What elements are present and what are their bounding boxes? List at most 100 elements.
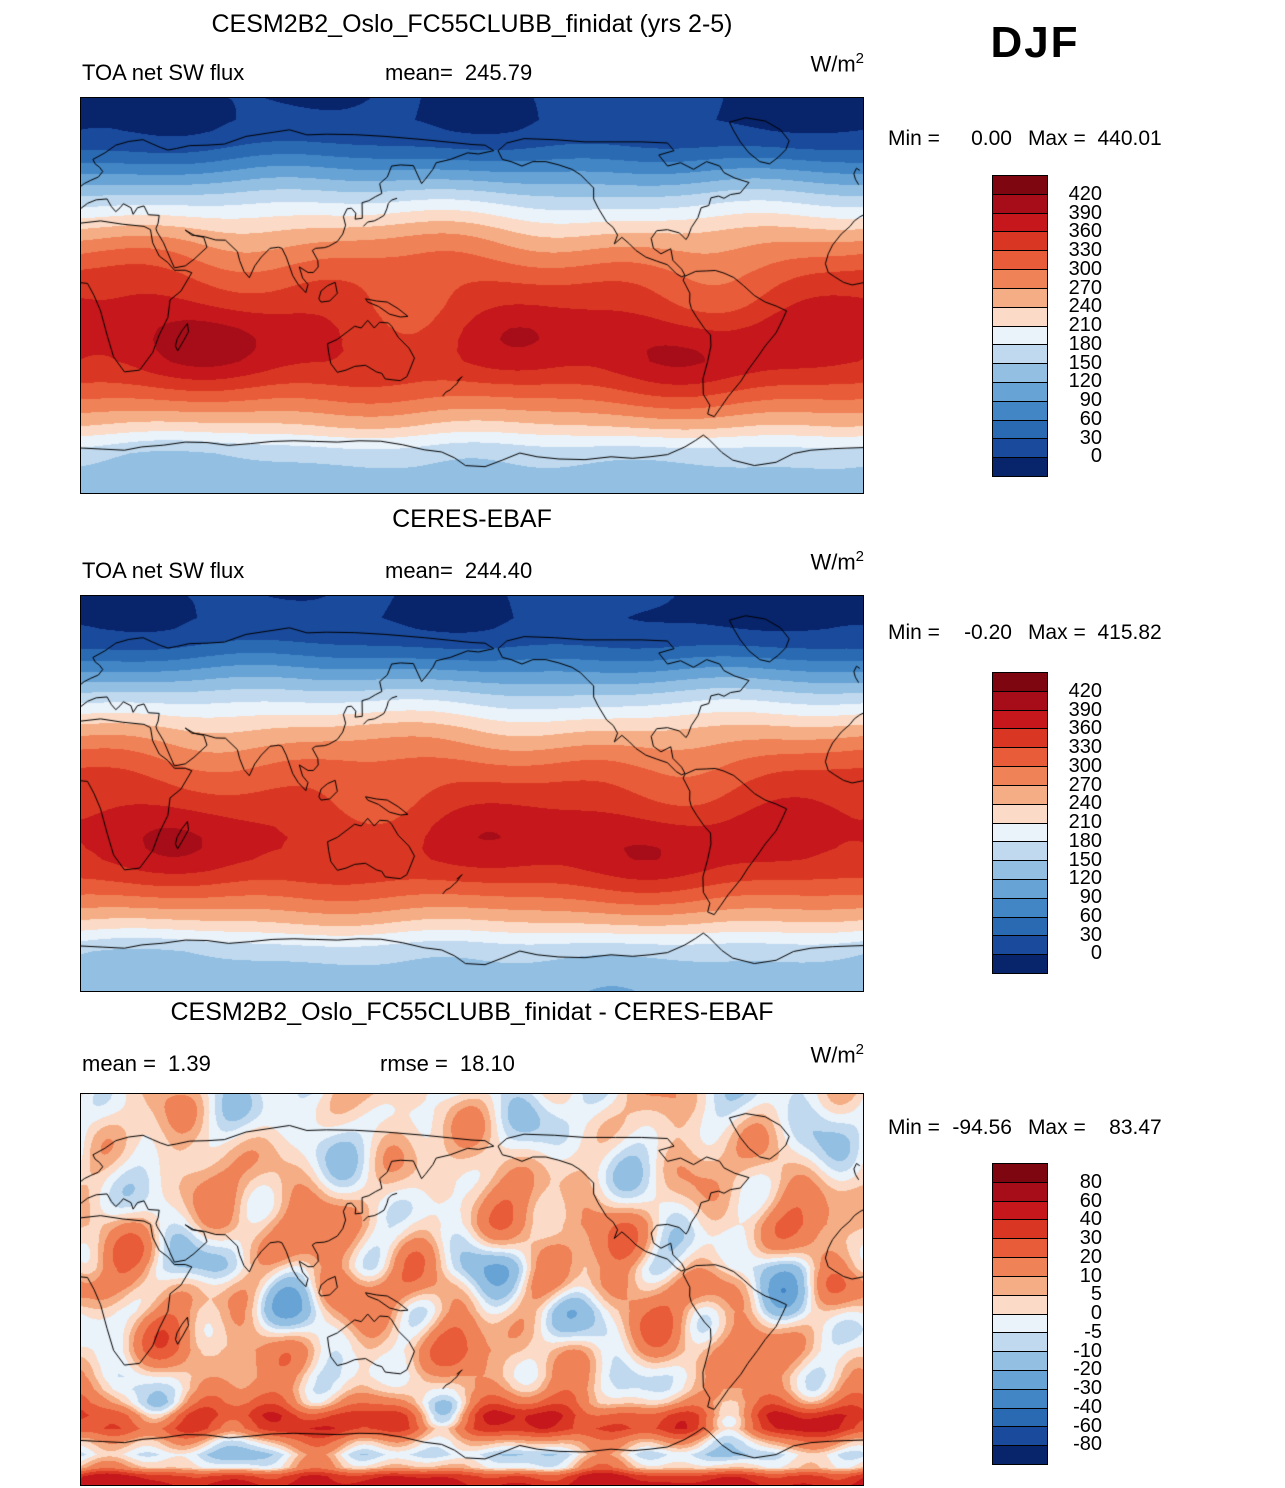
colorbar-segment	[993, 916, 1047, 936]
colorbar-tick-label: 270	[1068, 773, 1102, 796]
panel-3-rmse: rmse = 18.10	[380, 1051, 515, 1077]
colorbar-segment	[993, 176, 1047, 194]
colorbar-segment	[993, 438, 1047, 458]
colorbar-tick-label: 390	[1068, 201, 1102, 224]
colorbar-tick-label: 210	[1068, 314, 1102, 336]
season-label: DJF	[990, 18, 1080, 67]
colorbar-segment	[993, 1426, 1047, 1446]
panel-3-minmax: Min = -94.56 Max = 83.47	[888, 1116, 1208, 1140]
colorbar-tick-label: 0	[1090, 1302, 1102, 1324]
colorbar-segment	[993, 841, 1047, 861]
panel-2-min-value: -0.20	[964, 621, 1012, 644]
colorbar-segment	[993, 325, 1047, 345]
panel-3-mean-value: 1.39	[168, 1051, 211, 1076]
panel-3-rmse-value: 18.10	[459, 1051, 515, 1076]
colorbar-segment	[993, 381, 1047, 401]
panel-3-colorbar	[992, 1163, 1048, 1465]
panel-1-minmax: Min = 0.00 Max = 440.01	[888, 127, 1208, 151]
colorbar-segment	[993, 419, 1047, 439]
panel-3-rmse-label: rmse =	[380, 1051, 448, 1076]
colorbar-tick-label: -60	[1073, 1414, 1102, 1437]
colorbar-tick-label: 30	[1079, 923, 1102, 946]
colorbar-tick-label: 150	[1068, 848, 1102, 871]
colorbar-segment	[993, 1219, 1047, 1239]
colorbar-tick-label: 330	[1068, 239, 1102, 261]
colorbar-segment	[993, 1407, 1047, 1427]
colorbar-segment	[993, 1238, 1047, 1258]
panel-1-mean-label: mean=	[385, 60, 453, 85]
colorbar-segment	[993, 250, 1047, 270]
colorbar-tick-label: 240	[1068, 792, 1102, 815]
colorbar-segment	[993, 1332, 1047, 1352]
colorbar-tick-label: -30	[1073, 1377, 1102, 1399]
panel-3-map-canvas	[80, 1093, 864, 1486]
panel-1-variable-label: TOA net SW flux	[82, 60, 245, 85]
colorbar-segment	[993, 1275, 1047, 1295]
panel-2-mean: mean= 244.40	[385, 558, 532, 584]
colorbar-segment	[993, 673, 1047, 691]
colorbar-tick-label: 390	[1068, 698, 1102, 721]
colorbar-tick-label: 270	[1068, 276, 1102, 299]
colorbar-tick-label: 80	[1079, 1170, 1102, 1193]
panel-2-units-label: W/m2	[810, 548, 864, 575]
colorbar-tick-label: 180	[1068, 829, 1102, 852]
colorbar-tick-label: -80	[1073, 1433, 1102, 1456]
panel-2-max-value: 415.82	[1097, 621, 1162, 644]
panel-3-mean-label: mean =	[82, 1051, 156, 1076]
colorbar-tick-label: 150	[1068, 351, 1102, 374]
colorbar-tick-label: 30	[1079, 426, 1102, 449]
panel-1-mean-value: 245.79	[464, 60, 533, 85]
panel-1-units-label: W/m2	[810, 50, 864, 77]
colorbar-tick-label: 420	[1068, 679, 1102, 702]
colorbar-segment	[993, 860, 1047, 879]
colorbar-tick-label: 90	[1079, 886, 1102, 908]
panel-1-max-value: 440.01	[1097, 127, 1162, 150]
colorbar-tick-label: 420	[1068, 182, 1102, 205]
colorbar-segment	[993, 747, 1047, 767]
panel-3-title: CESM2B2_Oslo_FC55CLUBB_finidat - CERES-E…	[170, 998, 774, 1026]
colorbar-segment	[993, 822, 1047, 842]
panel-1-colorbar	[992, 175, 1048, 477]
panel-2-minmax: Min = -0.20 Max = 415.82	[888, 621, 1208, 645]
panel-2-map-canvas	[80, 595, 864, 992]
panel-1-map-canvas	[80, 97, 864, 494]
panel-2-min-label: Min =	[888, 621, 940, 644]
panel-2-title: CERES-EBAF	[392, 505, 552, 533]
colorbar-tick-label: 60	[1079, 407, 1102, 430]
panel-1-max-label: Max =	[1027, 127, 1086, 150]
colorbar-segment	[993, 1294, 1047, 1314]
colorbar-tick-label: 60	[1079, 1189, 1102, 1212]
panel-3-max-label: Max =	[1027, 1116, 1086, 1139]
colorbar-tick-label: -5	[1084, 1320, 1102, 1343]
colorbar-segment	[993, 1313, 1047, 1333]
panel-1-mean: mean= 245.79	[385, 60, 532, 86]
colorbar-tick-label: 20	[1079, 1245, 1102, 1268]
colorbar-segment	[993, 803, 1047, 823]
panel-3-units-label: W/m2	[810, 1041, 864, 1068]
colorbar-tick-label: 360	[1068, 717, 1102, 740]
panel-1-min-label: Min =	[888, 127, 940, 150]
colorbar-segment	[993, 269, 1047, 288]
panel-2-colorbar	[992, 672, 1048, 974]
panel-2-variable-label: TOA net SW flux	[82, 558, 245, 583]
panel-3-min-value: -94.56	[952, 1116, 1012, 1139]
colorbar-tick-label: 0	[1090, 445, 1102, 468]
panel-3-max-value: 83.47	[1109, 1116, 1162, 1139]
colorbar-tick-label: -40	[1073, 1395, 1102, 1418]
colorbar-segment	[993, 1200, 1047, 1220]
panel-3-min-label: Min =	[888, 1116, 940, 1139]
colorbar-segment	[993, 784, 1047, 804]
colorbar-segment	[993, 363, 1047, 382]
colorbar-segment	[993, 212, 1047, 232]
colorbar-segment	[993, 344, 1047, 364]
colorbar-tick-label: 90	[1079, 389, 1102, 411]
colorbar-segment	[993, 1369, 1047, 1389]
colorbar-segment	[993, 1181, 1047, 1201]
panel-2-max-label: Max =	[1027, 621, 1086, 644]
colorbar-tick-label: 180	[1068, 332, 1102, 355]
colorbar-tick-label: 360	[1068, 220, 1102, 243]
colorbar-segment	[993, 1445, 1047, 1464]
colorbar-tick-label: 120	[1068, 867, 1102, 890]
colorbar-segment	[993, 1388, 1047, 1408]
colorbar-tick-label: 60	[1079, 904, 1102, 927]
